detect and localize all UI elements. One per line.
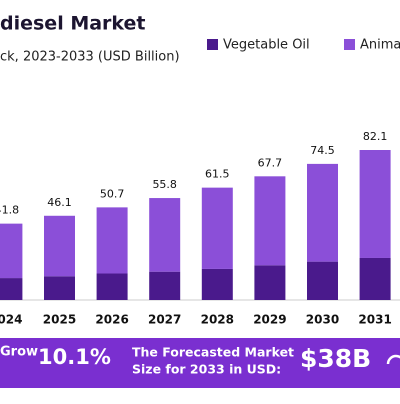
total-label: 46.1 xyxy=(47,196,72,209)
bar-segment xyxy=(149,198,181,272)
bar-segment xyxy=(307,163,338,262)
total-label: 50.7 xyxy=(100,187,125,200)
x-tick-label: 024 xyxy=(0,313,22,327)
forecast-text-line: The Forecasted Market xyxy=(132,345,294,360)
growth-value: 10.1% xyxy=(38,345,111,369)
bar-segment xyxy=(96,207,128,274)
bar-segment xyxy=(201,268,233,300)
bar-segment xyxy=(96,273,128,300)
bar-segment xyxy=(149,271,181,300)
x-tick-label: 2030 xyxy=(306,313,339,327)
total-label: 55.8 xyxy=(152,178,177,191)
bar-segment xyxy=(0,223,23,279)
total-label: 67.7 xyxy=(258,156,283,169)
plot-area: 41.8 024 46.1 2025 50.7 2026 55.8 2027 61.5 2028 6… xyxy=(0,130,400,327)
x-tick-label: 2026 xyxy=(95,313,128,327)
bar-segment xyxy=(307,261,338,300)
legend-label: Anima xyxy=(360,38,400,53)
x-tick-label: 2025 xyxy=(43,313,76,327)
chart-title: diesel Market xyxy=(0,13,146,35)
x-tick-label: 2028 xyxy=(201,313,234,327)
chart-subtitle: ck, 2023-2033 (USD Billion) xyxy=(0,50,180,65)
growth-label: Grow xyxy=(0,345,38,360)
x-tick-label: 2029 xyxy=(253,313,286,327)
bar-segment xyxy=(44,215,75,277)
forecast-value: $38B xyxy=(300,344,371,373)
bar-segment xyxy=(0,278,23,300)
forecast-text-line: Size for 2033 in USD: xyxy=(132,362,281,377)
gauge-icon xyxy=(386,354,400,365)
x-tick-label: 2027 xyxy=(148,313,181,327)
legend: Vegetable Oil Anima xyxy=(207,38,400,53)
bar-segment xyxy=(254,265,286,300)
x-tick-label: 2031 xyxy=(358,313,391,327)
bar-segment xyxy=(254,176,286,266)
bar-segment xyxy=(359,150,391,258)
total-label: 41.8 xyxy=(0,204,19,217)
legend-swatch xyxy=(344,39,355,50)
legend-swatch xyxy=(207,39,218,50)
total-label: 82.1 xyxy=(363,130,388,143)
legend-label: Vegetable Oil xyxy=(223,38,310,53)
total-label: 74.5 xyxy=(310,144,335,157)
bar-segment xyxy=(201,187,233,269)
bar-segment xyxy=(44,276,75,300)
total-label: 61.5 xyxy=(205,168,230,181)
banner-background xyxy=(0,338,400,388)
bar-segment xyxy=(359,257,391,300)
